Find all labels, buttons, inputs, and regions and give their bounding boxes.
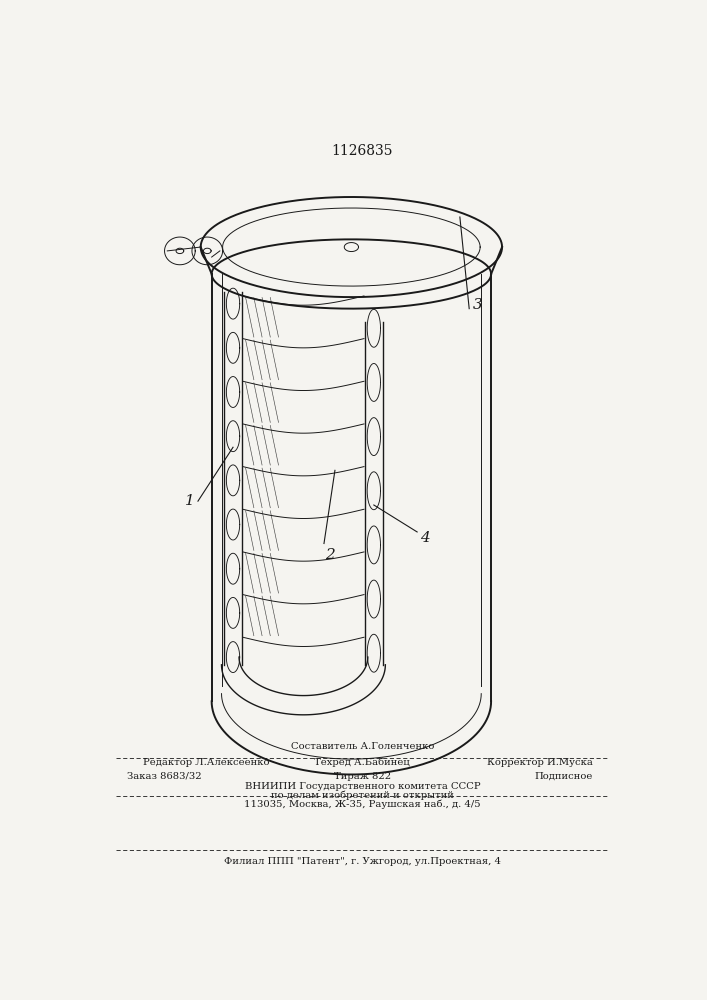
Text: Корректор И.Муска: Корректор И.Муска [486,758,592,767]
Text: 113035, Москва, Ж-35, Раушская наб., д. 4/5: 113035, Москва, Ж-35, Раушская наб., д. … [244,800,481,809]
Text: 4: 4 [421,531,431,545]
Text: 1126835: 1126835 [332,144,393,158]
Text: 1: 1 [185,494,194,508]
Text: по делам изобретений и открытий: по делам изобретений и открытий [271,791,454,800]
Text: Филиал ППП "Патент", г. Ужгород, ул.Проектная, 4: Филиал ППП "Патент", г. Ужгород, ул.Прое… [224,857,501,866]
Text: Заказ 8683/32: Заказ 8683/32 [127,772,201,781]
Text: Подписное: Подписное [534,772,592,781]
Text: 2: 2 [325,548,334,562]
Text: Составитель А.Голенченко: Составитель А.Голенченко [291,742,434,751]
Text: ВНИИПИ Государственного комитета СССР: ВНИИПИ Государственного комитета СССР [245,782,480,791]
Text: Редактор Л.Алексеенко: Редактор Л.Алексеенко [144,758,269,767]
Text: 3: 3 [472,298,482,312]
Text: Техред А.Бабинец: Техред А.Бабинец [315,758,410,767]
Text: Тираж 822: Тираж 822 [334,772,391,781]
